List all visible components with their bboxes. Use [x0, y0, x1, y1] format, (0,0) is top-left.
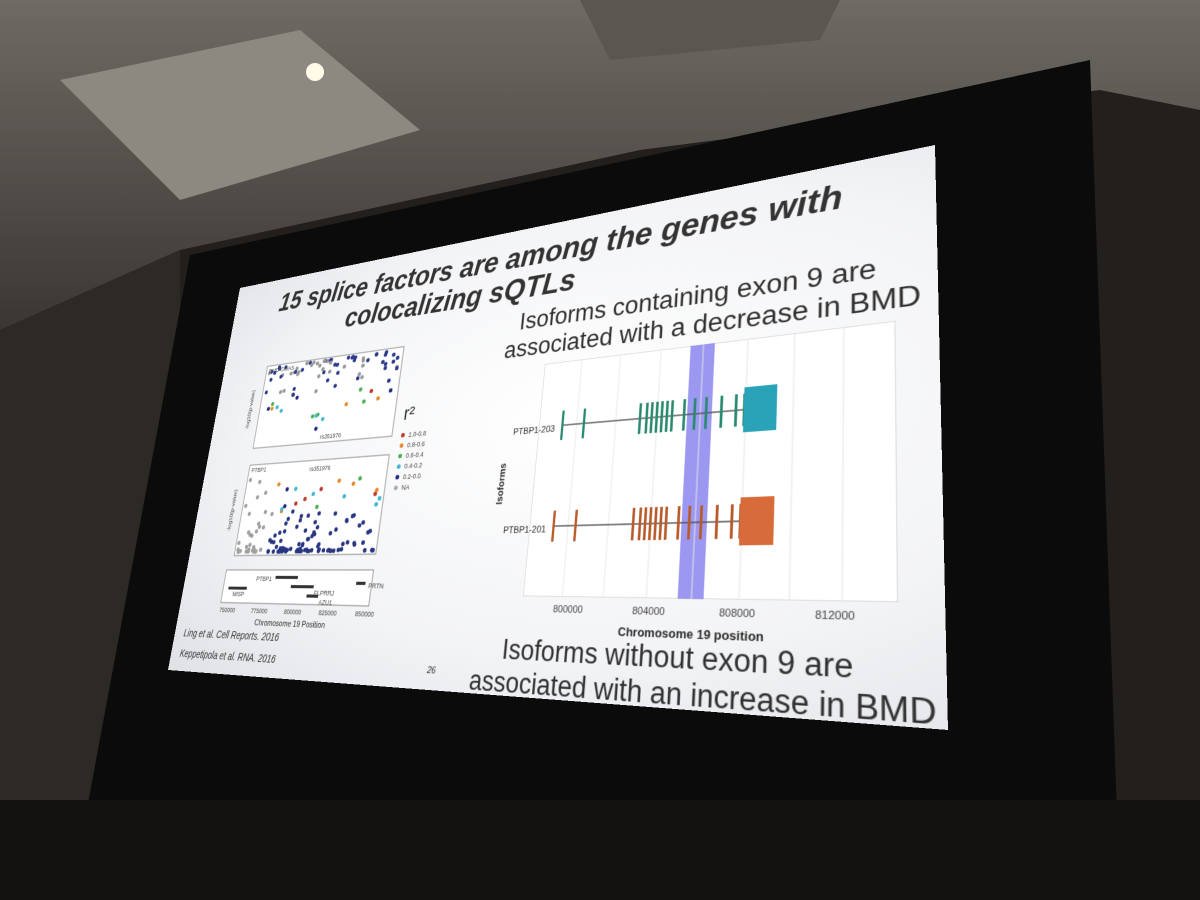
snp-label: rs351976 — [308, 464, 332, 473]
gene-label: AZU1 — [317, 598, 333, 607]
legend-item: 0.2-0.0 — [395, 472, 421, 481]
ceiling-panel — [60, 30, 420, 200]
citation: Keppetipola et al. RNA. 2016 — [179, 647, 277, 666]
x-ticks: 800000 804000 808000 812000 — [522, 603, 898, 623]
x-tick-label: 825000 — [318, 608, 338, 618]
exon — [738, 496, 775, 546]
legend-item: 1.0-0.8 — [400, 429, 427, 439]
legend-dot — [396, 464, 401, 469]
floor — [0, 800, 1200, 900]
citation: Ling et al. Cell Reports. 2016 — [182, 626, 281, 644]
x-tick-label: 850000 — [354, 609, 375, 619]
legend-item: NA — [393, 483, 410, 491]
isoform-plot — [522, 320, 899, 603]
legend-dot — [395, 474, 400, 480]
x-tick-label: 800000 — [283, 607, 302, 617]
y-label: Isoforms — [493, 462, 509, 505]
legend-item: 0.8-0.6 — [399, 440, 425, 450]
ceiling-panel — [580, 0, 840, 60]
x-tick-label: 775000 — [250, 606, 268, 615]
slide: 15 splice factors are among the genes wi… — [167, 144, 948, 730]
panel-label: PTBP1 — [251, 465, 267, 474]
exon — [742, 384, 778, 433]
legend-item: 0.4-0.2 — [396, 461, 423, 470]
legend-dot — [399, 443, 404, 448]
gene-label: PRTN — [367, 581, 385, 591]
legend-dot — [400, 432, 406, 438]
x-tick-label: 808000 — [718, 607, 756, 621]
x-tick-label: 800000 — [552, 604, 584, 616]
legend-dot — [397, 453, 403, 459]
legend-item: 0.6-0.4 — [397, 451, 424, 460]
ceiling-light — [306, 63, 324, 81]
gene-label: MISP — [231, 590, 245, 598]
gene-label: FLPRRJ — [313, 589, 335, 598]
x-tick-label: 750000 — [218, 606, 236, 614]
left-figure — [206, 335, 436, 636]
page-number: 26 — [426, 665, 437, 677]
x-tick-label: 812000 — [815, 609, 855, 624]
gene-label: PTBP1 — [255, 575, 273, 583]
x-tick-label: 804000 — [631, 605, 666, 618]
isoform-label: PTBP1-201 — [502, 524, 547, 536]
legend-dot — [393, 485, 399, 491]
plot-frame — [253, 347, 404, 449]
